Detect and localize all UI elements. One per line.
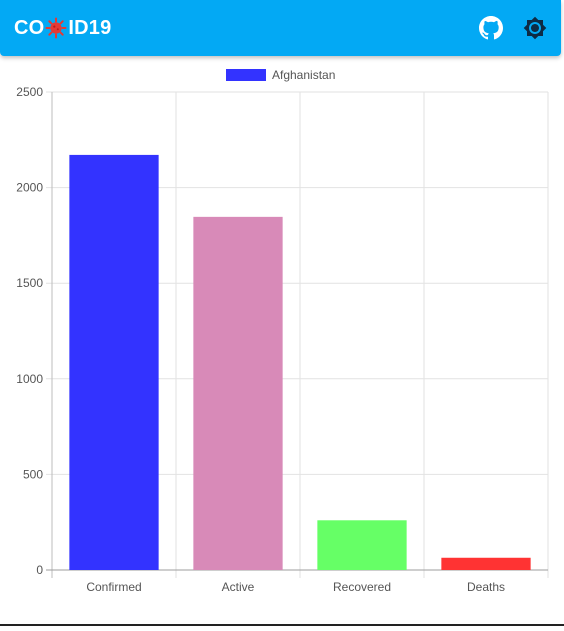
x-tick-label: Active: [222, 580, 255, 594]
x-tick-label: Recovered: [333, 580, 391, 594]
bar-confirmed: [69, 154, 159, 571]
theme-toggle-button[interactable]: [521, 14, 549, 42]
legend-swatch: [226, 69, 266, 81]
x-tick-label: Deaths: [467, 580, 505, 594]
github-button[interactable]: [477, 14, 505, 42]
y-tick-label: 1500: [16, 276, 43, 290]
bar-recovered: [317, 520, 407, 570]
bar-active: [193, 216, 283, 570]
x-tick-label: Confirmed: [86, 580, 141, 594]
legend-label: Afghanistan: [272, 68, 335, 82]
virus-icon: [45, 17, 67, 39]
brightness-gear-icon: [523, 16, 547, 40]
y-tick-label: 500: [23, 467, 43, 481]
y-tick-label: 2000: [16, 181, 43, 195]
y-tick-label: 0: [36, 563, 43, 577]
github-icon: [479, 16, 503, 40]
page-bottom-border: [0, 624, 564, 626]
app-bar: CO ID19: [0, 0, 561, 56]
bar-deaths: [441, 557, 531, 570]
app-title: CO ID19: [14, 15, 111, 41]
app-title-suffix: ID19: [68, 16, 112, 39]
app-title-prefix: CO: [14, 16, 45, 39]
y-tick-label: 1000: [16, 372, 43, 386]
bar-chart-container: 0 500 1000 1500 2000 2500 Confirmed Active Recov…: [0, 56, 564, 626]
y-tick-label: 2500: [16, 85, 43, 99]
bar-chart: 0 500 1000 1500 2000 2500 Confirmed Active Recov…: [16, 68, 549, 594]
